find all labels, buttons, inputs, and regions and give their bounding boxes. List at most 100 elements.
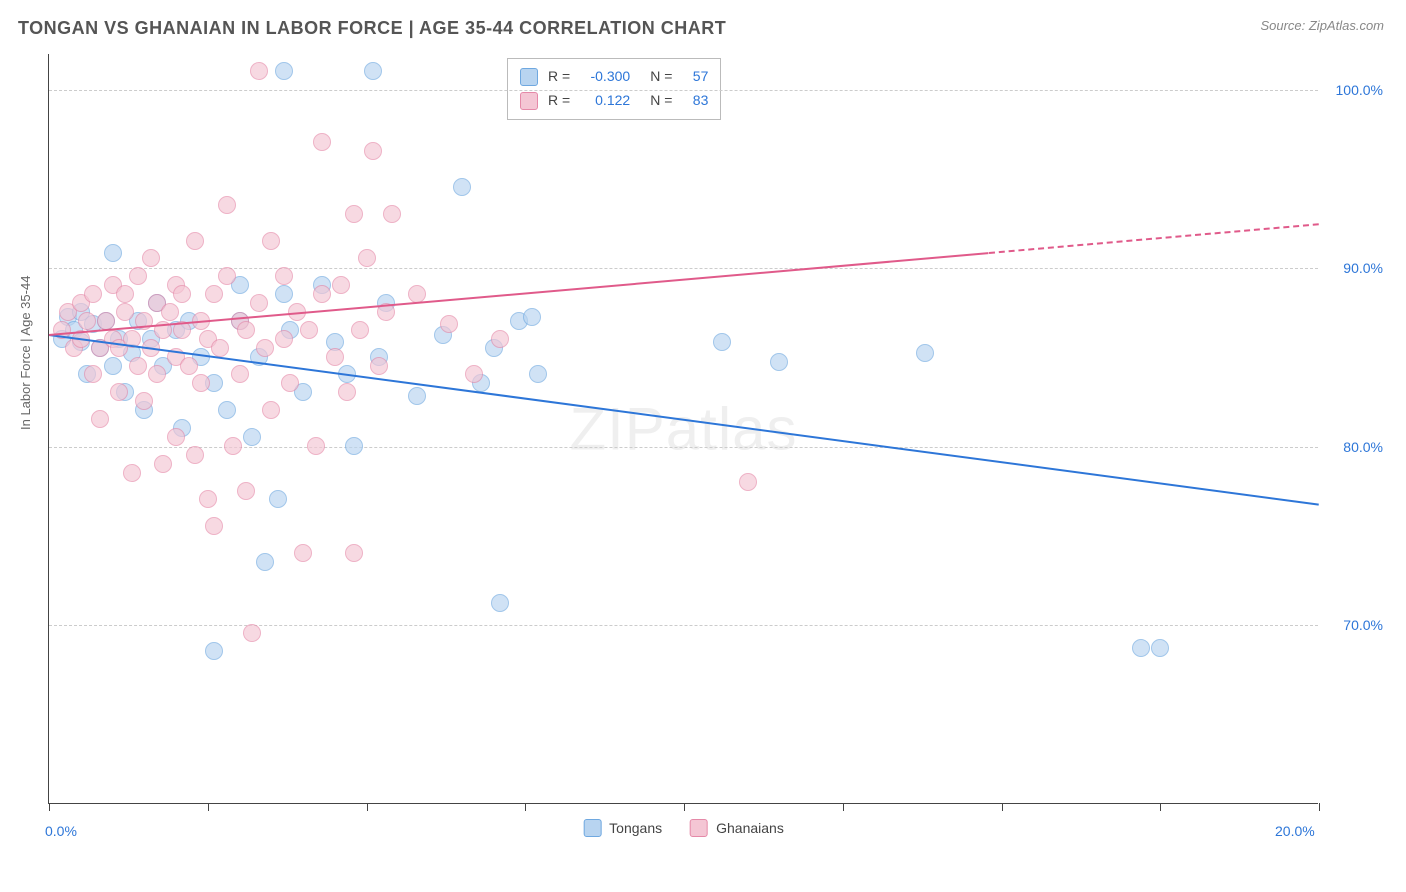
stat-n-label: N =	[650, 65, 672, 89]
data-point	[256, 339, 274, 357]
stat-legend-row: R =-0.300N =57	[520, 65, 708, 89]
y-tick-label: 70.0%	[1343, 617, 1383, 633]
data-point	[529, 365, 547, 383]
data-point	[364, 62, 382, 80]
data-point	[78, 312, 96, 330]
watermark: ZIPatlas	[569, 394, 797, 463]
data-point	[129, 357, 147, 375]
y-tick-label: 90.0%	[1343, 260, 1383, 276]
data-point	[250, 62, 268, 80]
source-attribution: Source: ZipAtlas.com	[1260, 18, 1384, 33]
data-point	[275, 285, 293, 303]
data-point	[104, 244, 122, 262]
data-point	[288, 303, 306, 321]
legend-label: Ghanaians	[716, 820, 784, 836]
data-point	[154, 321, 172, 339]
stat-n-label: N =	[650, 89, 672, 113]
legend-swatch	[520, 68, 538, 86]
data-point	[491, 330, 509, 348]
data-point	[1132, 639, 1150, 657]
data-point	[262, 401, 280, 419]
data-point	[377, 303, 395, 321]
stat-n-value: 57	[682, 65, 708, 89]
data-point	[116, 303, 134, 321]
data-point	[110, 383, 128, 401]
data-point	[72, 330, 90, 348]
legend-item: Tongans	[583, 819, 662, 837]
data-point	[275, 267, 293, 285]
stat-n-value: 83	[682, 89, 708, 113]
data-point	[186, 446, 204, 464]
data-point	[173, 285, 191, 303]
y-tick-label: 100.0%	[1336, 82, 1383, 98]
data-point	[313, 133, 331, 151]
data-point	[116, 285, 134, 303]
data-point	[211, 339, 229, 357]
data-point	[345, 544, 363, 562]
legend-swatch	[690, 819, 708, 837]
correlation-stats-legend: R = -0.300 N = 57R = 0.122 N = 83	[507, 58, 721, 120]
x-tick	[1002, 803, 1003, 811]
data-point	[713, 333, 731, 351]
data-point	[300, 321, 318, 339]
data-point	[332, 276, 350, 294]
data-point	[739, 473, 757, 491]
data-point	[237, 321, 255, 339]
stat-legend-row: R = 0.122 N = 83	[520, 89, 708, 113]
x-tick-label: 0.0%	[45, 823, 77, 839]
data-point	[440, 315, 458, 333]
data-point	[224, 437, 242, 455]
x-tick-label: 20.0%	[1275, 823, 1315, 839]
data-point	[205, 517, 223, 535]
series-legend: Tongans Ghanaians	[583, 819, 784, 837]
data-point	[104, 357, 122, 375]
stat-r-value: -0.300	[580, 65, 630, 89]
data-point	[326, 348, 344, 366]
x-tick	[49, 803, 50, 811]
stat-r-label: R =	[548, 89, 570, 113]
data-point	[345, 437, 363, 455]
legend-swatch	[520, 92, 538, 110]
scatter-plot-area: ZIPatlas R =-0.300N =57R =0.122N =83 Ton…	[48, 54, 1318, 804]
stat-r-value: 0.122	[580, 89, 630, 113]
data-point	[358, 249, 376, 267]
legend-label: Tongans	[609, 820, 662, 836]
chart-title: TONGAN VS GHANAIAN IN LABOR FORCE | AGE …	[18, 18, 726, 39]
data-point	[465, 365, 483, 383]
data-point	[256, 553, 274, 571]
data-point	[370, 357, 388, 375]
y-axis-label: In Labor Force | Age 35-44	[18, 276, 33, 430]
data-point	[135, 392, 153, 410]
data-point	[53, 321, 71, 339]
gridline	[49, 625, 1318, 626]
legend-item: Ghanaians	[690, 819, 784, 837]
data-point	[313, 285, 331, 303]
data-point	[142, 249, 160, 267]
data-point	[148, 365, 166, 383]
data-point	[281, 374, 299, 392]
data-point	[294, 544, 312, 562]
data-point	[97, 312, 115, 330]
data-point	[770, 353, 788, 371]
trend-line	[989, 224, 1319, 255]
data-point	[364, 142, 382, 160]
data-point	[408, 387, 426, 405]
data-point	[269, 490, 287, 508]
data-point	[205, 642, 223, 660]
data-point	[173, 321, 191, 339]
data-point	[307, 437, 325, 455]
data-point	[161, 303, 179, 321]
data-point	[218, 267, 236, 285]
data-point	[91, 410, 109, 428]
data-point	[186, 232, 204, 250]
y-tick-label: 80.0%	[1343, 439, 1383, 455]
x-tick	[843, 803, 844, 811]
data-point	[142, 339, 160, 357]
data-point	[275, 62, 293, 80]
data-point	[1151, 639, 1169, 657]
data-point	[916, 344, 934, 362]
data-point	[205, 285, 223, 303]
x-tick	[208, 803, 209, 811]
data-point	[338, 383, 356, 401]
data-point	[135, 312, 153, 330]
